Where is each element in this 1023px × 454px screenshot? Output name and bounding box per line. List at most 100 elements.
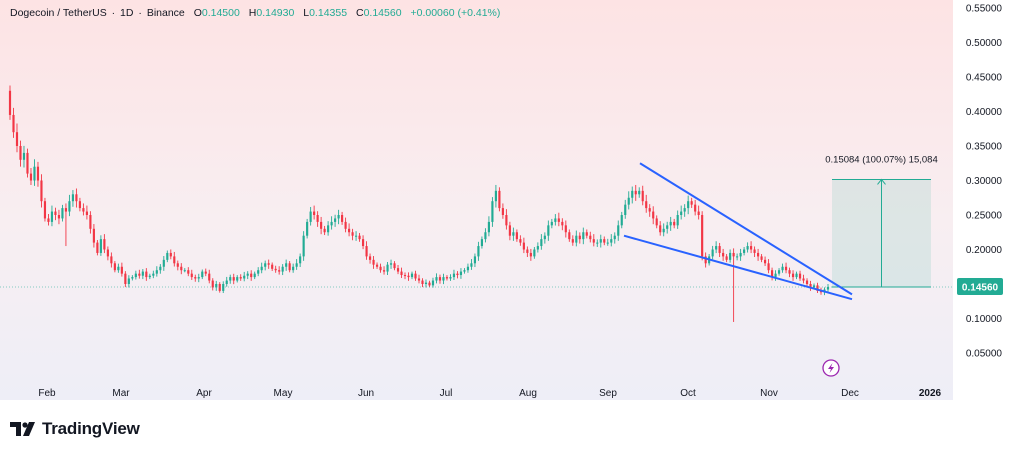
candle-body — [522, 242, 525, 250]
candle-body — [540, 239, 543, 247]
y-tick-label: 0.10000 — [966, 314, 1003, 325]
candle-body — [358, 235, 361, 240]
footer: TradingView — [10, 418, 140, 440]
candle-body — [578, 235, 581, 240]
time-axis[interactable]: Feb Mar Apr May Jun Jul Aug Sep Oct Nov Dec 2026 — [38, 388, 941, 399]
candle-body — [624, 204, 627, 215]
candle-body — [627, 197, 630, 205]
x-tick-label: Jun — [358, 388, 374, 399]
candle-body — [526, 249, 529, 253]
candle-body — [519, 239, 522, 243]
y-tick-label: 0.40000 — [966, 107, 1003, 118]
candle-body — [512, 232, 515, 236]
candle-body — [428, 282, 431, 286]
candle-body — [330, 221, 333, 226]
candle-body — [648, 208, 651, 212]
candle-body — [777, 270, 781, 274]
candle-body — [173, 256, 176, 264]
candle-body — [12, 114, 15, 133]
candle-body — [802, 278, 805, 281]
x-tick-label: Aug — [519, 388, 537, 399]
candle-body — [40, 180, 43, 202]
candle-body — [71, 194, 75, 202]
candle-body — [414, 273, 417, 279]
candle-body — [236, 277, 239, 281]
chart-canvas[interactable]: 0.15084 (100.07%) 15,084 0.550000.500000… — [0, 0, 1023, 400]
lightning-icon[interactable] — [822, 359, 840, 377]
candle-body — [536, 246, 539, 250]
candle-body — [456, 273, 459, 276]
candle-body — [659, 225, 662, 233]
candle-body — [603, 239, 606, 243]
candle-body — [452, 273, 456, 278]
tradingview-brand[interactable]: TradingView — [42, 419, 140, 438]
candle-body — [589, 235, 592, 240]
candle-body — [641, 190, 644, 202]
price-chart[interactable]: 0.15084 (100.07%) 15,084 0.55000 0.50000 0… — [0, 0, 1023, 400]
candle-body — [417, 278, 421, 281]
candle-body — [89, 215, 92, 229]
chart-background — [0, 0, 953, 400]
y-tick-label: 0.05000 — [966, 349, 1003, 360]
candle-body — [194, 277, 197, 279]
candle-body — [781, 266, 784, 271]
price-axis[interactable]: 0.55000 0.50000 0.45000 0.40000 0.35000 0.300… — [957, 4, 1003, 360]
candle-body — [613, 235, 616, 240]
candle-body — [29, 173, 33, 181]
candle-body — [767, 263, 770, 271]
candle-body — [134, 273, 137, 278]
candle-body — [33, 166, 36, 181]
candle-body — [585, 232, 588, 236]
tradingview-logo-icon[interactable] — [10, 422, 36, 436]
candle-body — [470, 263, 473, 267]
candle-body — [652, 211, 655, 219]
candle-body — [190, 273, 193, 278]
x-tick-label: May — [274, 388, 293, 399]
candle-body — [760, 256, 763, 260]
y-tick-label: 0.55000 — [966, 4, 1003, 15]
candle-body — [393, 263, 396, 269]
candle-body — [274, 268, 277, 271]
candle-body — [257, 270, 260, 274]
candle-body — [396, 268, 400, 272]
exchange: Binance — [146, 7, 185, 19]
candle-body — [680, 211, 683, 215]
candle-body — [124, 273, 127, 284]
candle-body — [596, 242, 599, 244]
candle-body — [127, 278, 130, 284]
candle-body — [110, 256, 113, 264]
candle-body — [264, 263, 267, 267]
candle-body — [281, 266, 284, 272]
candle-body — [673, 221, 676, 226]
candle-body — [365, 246, 368, 257]
candle-body — [529, 252, 532, 257]
trendline-upper — [639, 162, 853, 296]
symbol-name[interactable]: Dogecoin / TetherUS — [10, 7, 107, 19]
candle-body — [229, 277, 232, 281]
price-badge — [957, 278, 1003, 296]
candle-body — [306, 221, 309, 236]
interval[interactable]: 1D — [120, 7, 134, 19]
candle-body — [47, 218, 50, 222]
candle-body — [82, 208, 85, 212]
candle-body — [36, 166, 40, 181]
candle-body — [694, 204, 697, 212]
candle-body — [575, 235, 578, 243]
candle-body — [662, 228, 665, 233]
candle-body — [316, 215, 319, 222]
candle-body — [459, 271, 463, 276]
candle-body — [145, 271, 148, 278]
candle-body — [267, 263, 270, 265]
candle-body — [687, 201, 690, 209]
candle-body — [239, 277, 242, 279]
candle-body — [372, 259, 375, 265]
candle-body — [222, 284, 225, 291]
close-value: 0.14560 — [363, 7, 402, 19]
high-label: H — [248, 7, 257, 19]
candle-body — [176, 263, 179, 267]
candle-body — [302, 235, 305, 257]
candle-body — [208, 273, 211, 281]
candle-body — [99, 239, 102, 253]
candle-body — [250, 273, 253, 278]
low-label: L — [303, 7, 310, 19]
